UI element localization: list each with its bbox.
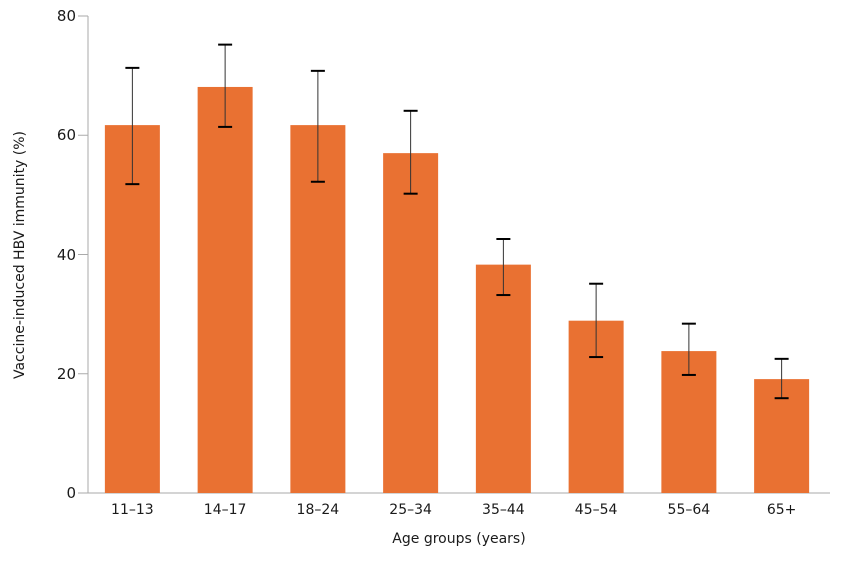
x-tick-label: 45–54 bbox=[574, 502, 618, 518]
y-tick-label: 40 bbox=[56, 245, 76, 264]
bar bbox=[104, 125, 160, 494]
bar bbox=[383, 153, 439, 493]
y-tick-label: 60 bbox=[56, 126, 76, 145]
y-tick-label: 80 bbox=[56, 7, 76, 25]
y-axis-title: Vaccine-induced HBV immunity (%) bbox=[12, 130, 28, 380]
x-tick-label: 35–44 bbox=[482, 502, 525, 518]
bar bbox=[197, 86, 253, 494]
x-tick-label: 65+ bbox=[766, 502, 797, 518]
x-tick-label: 18–24 bbox=[296, 502, 340, 518]
x-tick-label: 11–13 bbox=[111, 502, 154, 518]
x-tick-label: 14–17 bbox=[203, 502, 247, 518]
x-tick-label: 25–34 bbox=[389, 502, 432, 518]
x-axis-title: Age groups (years) bbox=[392, 531, 526, 547]
y-tick-label: 20 bbox=[56, 364, 76, 383]
x-tick-label: 55–64 bbox=[667, 502, 711, 518]
bar bbox=[290, 125, 346, 494]
y-tick-label: 0 bbox=[66, 484, 76, 502]
bar bbox=[475, 264, 531, 493]
